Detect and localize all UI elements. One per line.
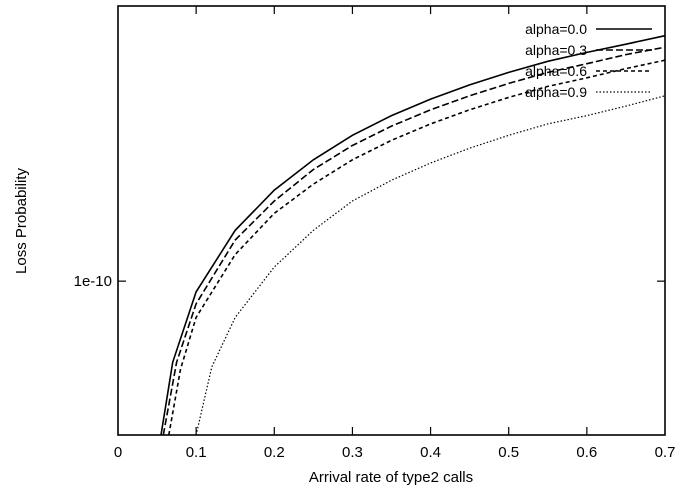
plot-frame [117, 5, 666, 436]
legend-label-3: alpha=0.9 [525, 84, 587, 100]
legend: alpha=0.0 alpha=0.3 alpha=0.6 alpha=0.9 [525, 21, 652, 100]
x-tick-label: 0.2 [264, 444, 285, 461]
series-line-3 [195, 95, 666, 436]
x-tick-label: 0.3 [342, 444, 363, 461]
legend-label-0: alpha=0.0 [525, 21, 587, 37]
x-tick-label: 0.5 [498, 444, 519, 461]
x-axis: 0 0.1 0.2 0.3 0.4 0.5 0.6 0.7 [114, 6, 676, 461]
x-tick-label: 0.6 [576, 444, 597, 461]
series-line-1 [162, 46, 666, 436]
legend-label-1: alpha=0.3 [525, 42, 587, 58]
y-tick-label: 1e-10 [74, 273, 112, 290]
x-axis-label: Arrival rate of type2 calls [309, 469, 473, 486]
legend-label-2: alpha=0.6 [525, 63, 587, 79]
x-tick-label: 0.7 [655, 444, 676, 461]
series-line-0 [160, 34, 666, 436]
series-line-2 [168, 59, 666, 436]
y-axis: 1e-10 [74, 273, 665, 290]
series-lines [160, 34, 666, 436]
y-axis-label: Loss Probability [13, 168, 30, 274]
x-tick-label: 0 [114, 444, 122, 461]
x-tick-label: 0.1 [186, 444, 207, 461]
x-tick-label: 0.4 [420, 444, 441, 461]
